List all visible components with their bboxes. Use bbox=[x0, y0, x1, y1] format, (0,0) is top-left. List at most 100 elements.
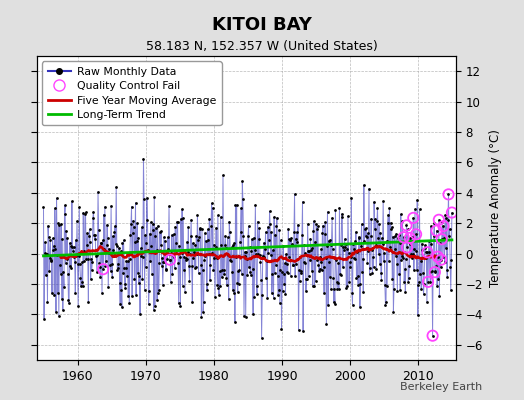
Point bbox=[189, 254, 198, 261]
Point bbox=[317, 246, 325, 252]
Point bbox=[282, 251, 290, 257]
Point bbox=[75, 204, 83, 210]
Point bbox=[92, 252, 101, 259]
Point bbox=[224, 252, 232, 258]
Point bbox=[394, 235, 402, 242]
Point bbox=[372, 242, 380, 248]
Point bbox=[190, 249, 198, 255]
Point bbox=[343, 246, 351, 252]
Point bbox=[46, 236, 54, 243]
Point bbox=[101, 263, 110, 269]
Point bbox=[176, 254, 184, 260]
Point bbox=[292, 260, 300, 267]
Point bbox=[214, 284, 223, 291]
Point bbox=[233, 202, 241, 208]
Point bbox=[307, 247, 315, 254]
Point bbox=[438, 236, 446, 242]
Point bbox=[322, 321, 331, 327]
Point bbox=[39, 204, 48, 210]
Point bbox=[40, 250, 49, 256]
Point bbox=[195, 225, 204, 231]
Point bbox=[249, 234, 258, 241]
Point bbox=[66, 240, 74, 246]
Point bbox=[333, 286, 341, 292]
Point bbox=[161, 266, 170, 272]
Point bbox=[145, 301, 153, 308]
Point bbox=[404, 278, 412, 285]
Point bbox=[400, 266, 409, 272]
Point bbox=[330, 286, 339, 292]
Point bbox=[279, 242, 287, 249]
Point bbox=[105, 245, 113, 252]
Point bbox=[388, 224, 396, 230]
Point bbox=[352, 275, 361, 281]
Point bbox=[427, 223, 435, 230]
Point bbox=[437, 256, 445, 263]
Point bbox=[194, 237, 202, 243]
Point bbox=[430, 220, 439, 226]
Point bbox=[407, 251, 415, 257]
Point bbox=[72, 253, 81, 259]
Point bbox=[230, 240, 238, 246]
Point bbox=[281, 260, 289, 266]
Point bbox=[328, 214, 336, 221]
Point bbox=[229, 242, 237, 248]
Point bbox=[209, 267, 217, 273]
Point bbox=[397, 211, 405, 218]
Point bbox=[86, 276, 95, 282]
Point bbox=[150, 303, 159, 309]
Point bbox=[276, 267, 285, 274]
Point bbox=[272, 223, 280, 230]
Point bbox=[187, 233, 195, 240]
Point bbox=[282, 269, 291, 276]
Point bbox=[91, 235, 99, 242]
Point bbox=[288, 241, 296, 247]
Point bbox=[123, 273, 131, 279]
Point bbox=[396, 240, 404, 246]
Point bbox=[326, 237, 334, 243]
Point bbox=[61, 202, 69, 208]
Point bbox=[258, 252, 267, 259]
Point bbox=[81, 209, 90, 216]
Point bbox=[132, 291, 140, 298]
Point bbox=[287, 235, 296, 241]
Point bbox=[386, 244, 394, 250]
Point bbox=[103, 222, 111, 228]
Point bbox=[427, 241, 435, 247]
Point bbox=[221, 242, 229, 248]
Point bbox=[112, 240, 120, 247]
Point bbox=[383, 238, 391, 244]
Point bbox=[193, 251, 201, 257]
Point bbox=[127, 220, 135, 227]
Point bbox=[434, 216, 443, 223]
Point bbox=[434, 216, 443, 223]
Point bbox=[127, 204, 136, 210]
Point bbox=[121, 281, 129, 288]
Point bbox=[316, 254, 324, 261]
Point bbox=[437, 256, 445, 263]
Point bbox=[82, 256, 90, 263]
Point bbox=[444, 191, 453, 198]
Point bbox=[72, 237, 80, 243]
Point bbox=[292, 229, 301, 235]
Point bbox=[403, 226, 412, 233]
Point bbox=[319, 264, 328, 270]
Point bbox=[438, 219, 446, 226]
Point bbox=[253, 283, 261, 289]
Point bbox=[388, 276, 397, 283]
Point bbox=[421, 242, 429, 248]
Point bbox=[53, 252, 61, 258]
Point bbox=[54, 220, 62, 226]
Point bbox=[170, 254, 178, 260]
Point bbox=[201, 230, 209, 236]
Point bbox=[343, 283, 352, 289]
Point bbox=[447, 256, 455, 263]
Point bbox=[159, 282, 167, 288]
Point bbox=[136, 245, 145, 252]
Point bbox=[111, 223, 119, 229]
Point bbox=[418, 240, 426, 247]
Point bbox=[109, 247, 117, 253]
Point bbox=[183, 238, 191, 245]
Point bbox=[429, 332, 437, 339]
Point bbox=[254, 218, 262, 225]
